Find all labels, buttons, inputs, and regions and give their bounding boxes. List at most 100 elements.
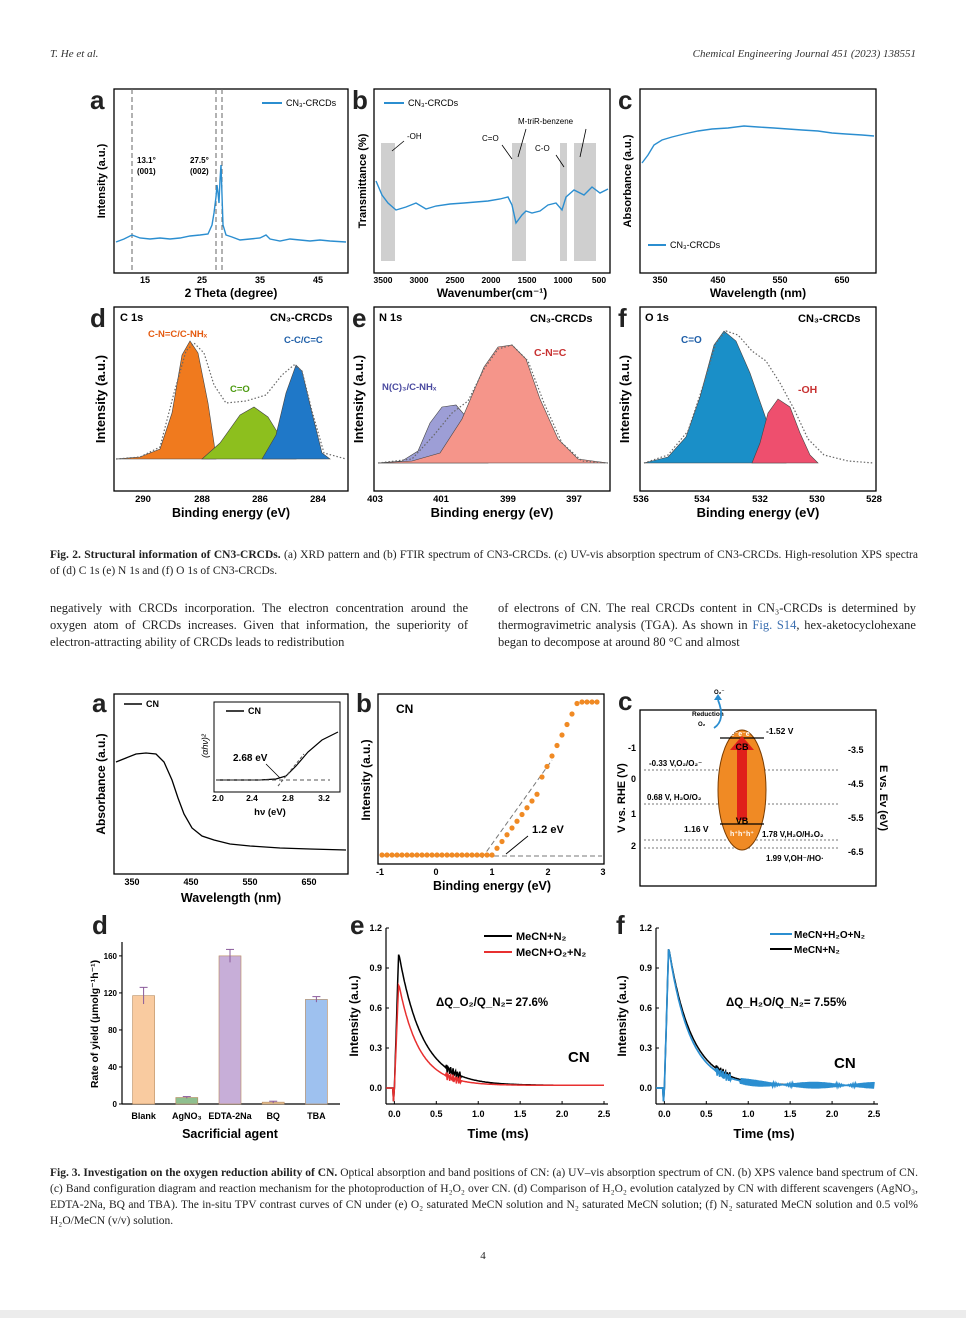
fig3-panel-f: f 0.0 0.5 1.0 1.5 2.0 2.5 0.0 0.3 0.6 0.9 1.2 MeCN… xyxy=(612,912,884,1144)
x-tick: 399 xyxy=(500,494,516,505)
annotation-mtrir: M-triR-benzene xyxy=(518,117,574,126)
x-tick: 1.5 xyxy=(784,1109,797,1119)
bar-1 xyxy=(175,1097,199,1105)
y-tick: 0.6 xyxy=(369,1003,382,1013)
o2-minus-label: O₂⁻ xyxy=(714,690,725,696)
y-tick: 0.9 xyxy=(369,963,382,973)
vb-point xyxy=(479,852,485,858)
left-tick: 1 xyxy=(631,809,636,819)
x-tick: 550 xyxy=(242,877,257,887)
vb-point xyxy=(539,774,545,780)
x-tick: 550 xyxy=(772,275,787,285)
vb-point xyxy=(459,852,465,858)
y-axis-label: Intensity (a.u.) xyxy=(351,355,366,443)
fig2-panel-c: c CN₃-CRCDs 350 450 550 650 Wavelength (… xyxy=(618,85,880,305)
xps-n1s-chart: N 1s CN₃-CRCDs N(C)₃/C-NHₓ C-N=C 403 401… xyxy=(351,306,611,520)
sample-label: CN xyxy=(834,1055,856,1072)
level-label: -0.33 V,O₂/O₂⁻ xyxy=(649,759,702,768)
vb-point xyxy=(534,791,540,797)
panel-label: d xyxy=(90,303,106,333)
vb-point xyxy=(564,721,570,728)
figure-s14-link[interactable]: Fig. S14 xyxy=(752,618,797,632)
x-tick: 2 xyxy=(545,867,550,877)
x-tick: 534 xyxy=(694,494,711,505)
x-axis-label: Wavelength (nm) xyxy=(181,891,281,905)
y-axis-label: Intensity (a.u.) xyxy=(93,355,108,443)
vb-point xyxy=(509,825,515,831)
inset-y-axis-label: (αhν)² xyxy=(200,733,210,758)
level-label: 1.99 V,OH⁻/HO· xyxy=(766,854,824,863)
xps-c1s-chart: C 1s CN₃-CRCDs C-N=C/C-NHₓ C=O C-C/C=C 2… xyxy=(93,306,349,520)
x-tick: 500 xyxy=(592,275,606,285)
x-tick: 401 xyxy=(433,494,450,505)
legend-label: CN₃-CRCDs xyxy=(670,240,721,250)
fig2-panel-d: d C 1s CN₃-CRCDs C-N=C/C-NHₓ C=O C-C/C=C… xyxy=(90,303,352,528)
x-tick: 290 xyxy=(135,494,151,505)
y-tick: 40 xyxy=(108,1063,117,1072)
vb-point xyxy=(449,852,455,858)
y-tick: 120 xyxy=(104,989,118,998)
bar-4 xyxy=(305,999,328,1105)
vb-point xyxy=(439,852,445,858)
vb-point xyxy=(589,699,595,705)
y-axis-label: Transmittance (%) xyxy=(357,133,369,228)
running-header-author: T. He et al. xyxy=(50,48,99,60)
annotation-001: (001) xyxy=(137,167,156,176)
page-number: 4 xyxy=(480,1250,486,1262)
legend-label: MeCN+N₂ xyxy=(794,945,840,956)
panel-label: a xyxy=(92,688,107,718)
vb-point xyxy=(379,852,385,858)
bar-2 xyxy=(218,955,242,1105)
panel-label: c xyxy=(618,686,633,716)
inset-x-tick: 2.4 xyxy=(246,793,258,803)
y-tick: 1.2 xyxy=(369,923,382,933)
panel-label: a xyxy=(90,85,105,115)
fig3-panel-b: b CN 1.2 eV -1 0 1 2 3 Binding energy (e… xyxy=(352,690,614,908)
spectrum-title: N 1s xyxy=(379,312,402,324)
x-tick: 650 xyxy=(301,877,316,887)
vb-point xyxy=(434,852,440,858)
annotation-27-5: 27.5° xyxy=(190,156,209,165)
x-tick: 0.5 xyxy=(700,1109,713,1119)
x-tick: 650 xyxy=(834,275,849,285)
right-tick: -6.5 xyxy=(848,847,864,857)
vb-point xyxy=(574,700,580,707)
body-text: , hex-aketocyclohexane began to decompos… xyxy=(498,618,916,649)
tpv-o2-chart: 0.0 0.5 1.0 1.5 2.0 2.5 0.0 0.3 0.6 0.9 1.2 MeCN+N… xyxy=(347,923,610,1141)
x-tick: 350 xyxy=(124,877,139,887)
scavenger-bar-chart: 0 40 80 120 160 Blank AgNO₃ EDTA-2Na BQ TBA Sacr… xyxy=(89,942,340,1141)
y-tick: 0.3 xyxy=(369,1043,382,1053)
vb-point xyxy=(484,852,490,858)
vb-point xyxy=(529,798,535,804)
figure-3-caption: Fig. 3. Investigation on the oxygen redu… xyxy=(50,1165,918,1229)
peak-label: C-N=C xyxy=(534,347,567,359)
vb-point xyxy=(409,852,415,858)
spectrum-title: O 1s xyxy=(645,312,669,324)
x-tick: 3500 xyxy=(374,275,393,285)
ftir-chart: CN₃-CRCDs -OH C=O M-triR-benzene C-O 350… xyxy=(357,88,611,300)
tpv-h2o-chart: 0.0 0.5 1.0 1.5 2.0 2.5 0.0 0.3 0.6 0.9 1.2 MeCN+H… xyxy=(615,923,880,1141)
annotation-13-1: 13.1° xyxy=(137,156,156,165)
caption-text: Optical absorption and band positions of… xyxy=(50,1167,918,1227)
right-tick: -3.5 xyxy=(848,745,864,755)
x-axis-label: Binding energy (eV) xyxy=(431,505,554,520)
x-tick: 1000 xyxy=(554,275,573,285)
fig3-panel-a: a CN CN 2.68 eV 2.0 2.4 2.8 3.2 hν (eV) … xyxy=(90,690,352,908)
caption-title: Fig. 2. Structural information of CN3-CR… xyxy=(50,549,281,561)
footer-bar xyxy=(0,1310,966,1318)
y-axis-label: Intensity (a.u.) xyxy=(96,143,108,218)
vb-point xyxy=(454,852,460,858)
x-tick: 397 xyxy=(566,494,582,505)
x-tick: 528 xyxy=(866,494,882,505)
left-tick: 0 xyxy=(631,774,636,784)
caption-text: (a) XRD pattern and (b) FTIR spectrum of… xyxy=(50,549,918,577)
sample-label: CN xyxy=(396,702,413,716)
y-tick: 160 xyxy=(104,952,118,961)
inset-annotation: 2.68 eV xyxy=(233,753,268,764)
x-axis-label: Binding energy (eV) xyxy=(697,505,820,520)
x-tick: 403 xyxy=(367,494,383,505)
panel-label: f xyxy=(618,303,627,333)
x-tick: 350 xyxy=(652,275,667,285)
vb-point xyxy=(594,699,600,705)
sample-label: CN xyxy=(568,1049,590,1066)
